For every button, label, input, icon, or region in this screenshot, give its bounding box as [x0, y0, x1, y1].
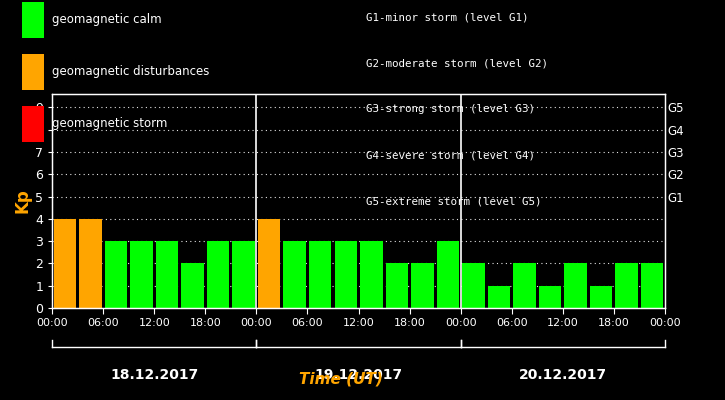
Bar: [641, 264, 663, 308]
Bar: [462, 264, 484, 308]
Bar: [258, 219, 281, 308]
Bar: [334, 241, 357, 308]
Bar: [207, 241, 229, 308]
Bar: [309, 241, 331, 308]
Text: G1-minor storm (level G1): G1-minor storm (level G1): [366, 12, 529, 22]
Bar: [616, 264, 638, 308]
Bar: [436, 241, 459, 308]
Bar: [589, 286, 612, 308]
Text: G5-extreme storm (level G5): G5-extreme storm (level G5): [366, 196, 542, 206]
Bar: [130, 241, 153, 308]
Text: G2-moderate storm (level G2): G2-moderate storm (level G2): [366, 58, 548, 68]
Bar: [233, 241, 255, 308]
Bar: [386, 264, 408, 308]
Bar: [181, 264, 204, 308]
Y-axis label: Kp: Kp: [13, 189, 31, 213]
Bar: [488, 286, 510, 308]
Text: geomagnetic calm: geomagnetic calm: [52, 14, 162, 26]
Bar: [360, 241, 383, 308]
Text: Time (UT): Time (UT): [299, 372, 383, 387]
Text: G4-severe storm (level G4): G4-severe storm (level G4): [366, 150, 535, 160]
Bar: [564, 264, 587, 308]
Text: G3-strong storm (level G3): G3-strong storm (level G3): [366, 104, 535, 114]
Bar: [283, 241, 306, 308]
Text: geomagnetic disturbances: geomagnetic disturbances: [52, 66, 210, 78]
Bar: [105, 241, 128, 308]
Bar: [156, 241, 178, 308]
Bar: [513, 264, 536, 308]
Bar: [411, 264, 434, 308]
Bar: [79, 219, 102, 308]
Text: 20.12.2017: 20.12.2017: [518, 368, 607, 382]
Text: 19.12.2017: 19.12.2017: [315, 368, 402, 382]
Text: geomagnetic storm: geomagnetic storm: [52, 118, 167, 130]
Bar: [54, 219, 76, 308]
Bar: [539, 286, 561, 308]
Text: 18.12.2017: 18.12.2017: [110, 368, 199, 382]
